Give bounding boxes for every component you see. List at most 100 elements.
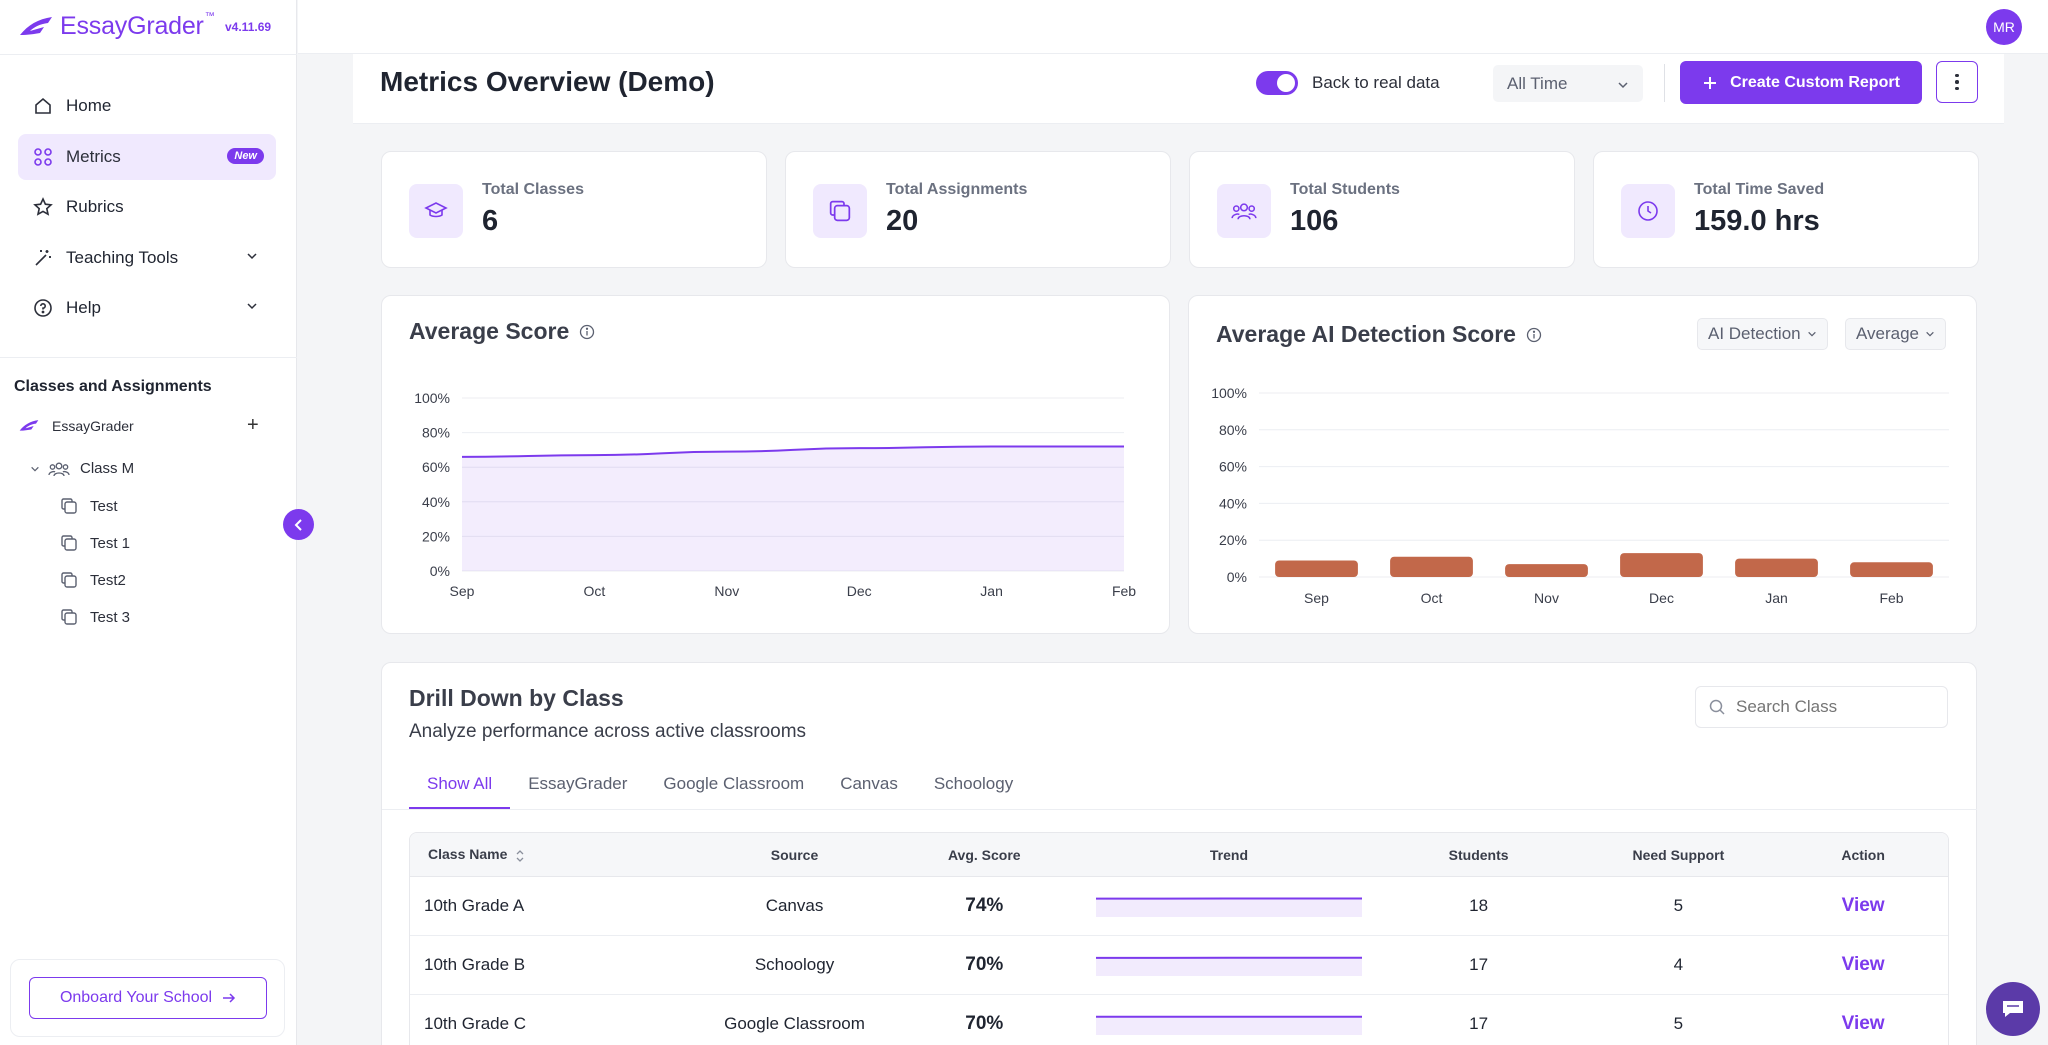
x-tick-label: Oct [584,583,606,599]
column-students: Students [1448,846,1509,863]
bar[interactable] [1620,553,1703,577]
sidebar-item-home[interactable]: Home [18,83,276,129]
info-icon[interactable] [579,324,595,340]
column-source: Source [770,846,819,863]
bar[interactable] [1850,562,1933,577]
copy-icon [813,184,867,238]
avg-score-cell: 70% [965,1013,1004,1034]
chevron-down-icon [31,466,39,472]
class-name-cell: 10th Grade B [424,955,526,974]
sidebar-item-label: Metrics [66,146,121,166]
grid-icon [32,146,54,168]
brand-logo[interactable]: EssayGrader ™ [18,11,215,41]
table-row[interactable]: 10th Grade B Schoology 70% 17 4 View [410,936,1948,995]
class-label: Class M [80,460,135,477]
bar[interactable] [1275,560,1358,577]
chevron-down-icon [1618,82,1628,89]
sidebar-item-label: Rubrics [66,197,124,216]
page-title: Metrics Overview (Demo) [380,66,715,97]
clock-icon [1621,184,1675,238]
search-class-input[interactable] [1736,697,1936,717]
sparkline-area [1095,898,1362,917]
area-fill [462,446,1124,571]
onboard-school-button[interactable]: Onboard Your School [29,977,267,1019]
bar[interactable] [1505,564,1588,577]
view-link[interactable]: View [1841,1013,1885,1034]
create-custom-report-button[interactable]: Create Custom Report [1680,61,1922,104]
table-row[interactable]: 10th Grade C Google Classroom 70% 17 5 V… [410,995,1948,1045]
tab-canvas[interactable]: Canvas [840,774,898,793]
x-tick-label: Sep [450,583,475,599]
topbar: MR [298,0,2048,54]
y-tick-label: 20% [1219,532,1247,548]
tree-assignment-item[interactable]: Test2 [60,571,126,589]
chat-button[interactable] [1986,982,2040,1036]
sort-icon[interactable] [515,849,525,863]
trend-cell [1079,1013,1379,1035]
chevron-down-icon [247,252,257,259]
column-avg-score: Avg. Score [947,846,1021,863]
view-link[interactable]: View [1841,895,1885,916]
trend-cell [1079,895,1379,917]
copy-icon [61,535,77,551]
more-options-button[interactable] [1936,61,1978,103]
drilldown-card: Drill Down by Class Analyze performance … [381,662,1977,1045]
tree-class-item[interactable]: Class M [30,460,134,477]
collapse-sidebar-button[interactable] [283,509,314,540]
tree-assignment-item[interactable]: Test 1 [60,534,130,552]
sidebar-item-metrics[interactable]: Metrics New [18,133,276,180]
trend-sparkline [1095,956,1362,976]
sidebar-item-teaching-tools[interactable]: Teaching Tools [18,235,276,281]
search-class-field[interactable] [1695,686,1948,728]
bar[interactable] [1735,558,1818,577]
bar[interactable] [1390,556,1473,577]
need-support-cell: 5 [1673,896,1684,915]
drilldown-subtitle: Analyze performance across active classr… [409,721,807,742]
source-cell: Schoology [754,955,835,974]
x-tick-label: Oct [1421,590,1443,606]
y-tick-label: 60% [422,459,450,475]
onboard-panel: Onboard Your School [10,959,285,1037]
trend-sparkline [1095,1015,1362,1035]
column-trend: Trend [1209,846,1248,863]
chart-title: Average Score [409,318,595,345]
create-label: Create Custom Report [1730,73,1900,91]
y-tick-label: 40% [1219,495,1247,511]
column-action: Action [1841,846,1885,863]
sidebar-item-help[interactable]: Help [18,285,276,331]
add-class-button[interactable]: + [247,414,259,436]
toggle-label: Back to real data [1312,73,1440,92]
user-avatar[interactable]: MR [1986,9,2022,45]
tree-assignment-item[interactable]: Test 3 [60,608,130,626]
time-range-value: All Time [1507,74,1568,93]
x-tick-label: Jan [1765,590,1788,606]
tab-show-all[interactable]: Show All [409,768,511,810]
app-version: v4.11.69 [225,20,272,34]
copy-icon [61,609,77,625]
table-row[interactable]: 10th Grade A Canvas 74% 18 5 View [410,877,1948,936]
column-class-name[interactable]: Class Name [410,846,700,862]
table-header: Class Name Source Avg. Score Trend Stude… [410,833,1948,877]
average-score-title: Average Score [409,318,570,344]
tab-schoology[interactable]: Schoology [933,774,1014,793]
chat-icon [2003,1001,2023,1017]
y-tick-label: 20% [422,528,450,544]
y-tick-label: 100% [1211,385,1247,401]
info-icon[interactable] [1526,327,1542,343]
sidebar-item-label: Home [66,96,112,115]
tab-essaygrader[interactable]: EssayGrader [528,774,628,793]
tree-assignment-item[interactable]: Test [60,497,118,515]
tab-google-classroom[interactable]: Google Classroom [663,774,805,793]
classes-section-title: Classes and Assignments [14,378,212,395]
page-header: Metrics Overview (Demo) Back to real dat… [353,54,2004,124]
tree-org-item[interactable]: EssayGrader [18,418,134,434]
brand-name: EssayGrader [60,12,204,40]
ai-detection-filter-select[interactable]: AI Detection [1697,318,1828,350]
aggregation-select[interactable]: Average [1845,318,1947,350]
copy-icon [61,498,77,514]
real-data-toggle[interactable] [1256,71,1298,95]
sidebar-item-rubrics[interactable]: Rubrics [18,184,276,230]
column-label: Class Name [428,846,508,863]
view-link[interactable]: View [1841,954,1885,975]
time-range-select[interactable]: All Time [1493,65,1643,102]
